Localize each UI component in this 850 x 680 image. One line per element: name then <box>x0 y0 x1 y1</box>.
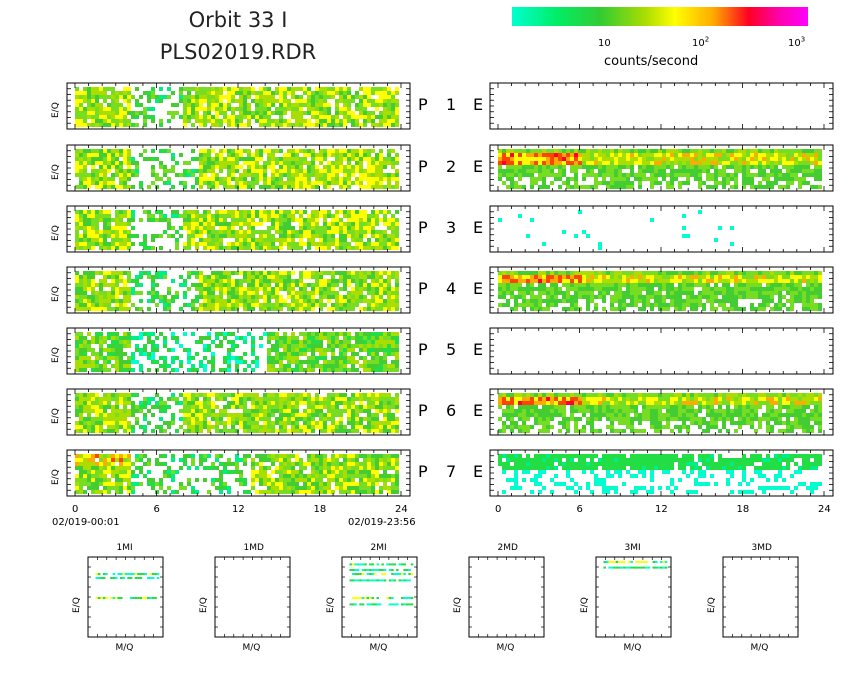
colorbar-tick-100: 102 <box>692 36 710 50</box>
time-end-label: 02/019-23:56 <box>348 517 416 528</box>
colorbar-unit-label: counts/second <box>604 54 699 69</box>
p-ylabel-3: E/Q <box>51 225 61 241</box>
p-panel-number-2: 2 <box>446 157 457 176</box>
p-spectrogram-5 <box>75 332 399 372</box>
e-spectrogram-6 <box>498 393 822 433</box>
mass-panel-title-2MD: 2MD <box>497 543 518 553</box>
p-ylabel-7: E/Q <box>51 469 61 485</box>
mass-panel-frame-3MI <box>595 556 672 638</box>
p-xtick-18: 18 <box>313 504 327 515</box>
mass-panel-title-1MD: 1MD <box>243 543 264 553</box>
e-panel-letter-4: E <box>473 279 484 298</box>
p-ylabel-1: E/Q <box>51 102 61 118</box>
p-ylabel-2: E/Q <box>51 164 61 180</box>
mass-xlabel-3MD: M/Q <box>750 643 769 653</box>
p-spectrogram-6 <box>75 393 399 433</box>
p-xtick-6: 6 <box>153 504 160 515</box>
e-panel-frame-1 <box>489 82 834 130</box>
mass-panel-frame-3MD <box>722 556 799 638</box>
p-ylabel-4: E/Q <box>51 286 61 302</box>
e-panel-letter-6: E <box>473 401 484 420</box>
mass-xlabel-3MI: M/Q <box>623 643 642 653</box>
p-ylabel-5: E/Q <box>51 347 61 363</box>
mass-panel-title-3MD: 3MD <box>751 543 772 553</box>
e-panel-letter-2: E <box>473 157 484 176</box>
p-spectrogram-3 <box>75 210 399 250</box>
colorbar <box>512 7 808 26</box>
mass-panel-title-1MI: 1MI <box>116 543 133 553</box>
colorbar-tick-10: 10 <box>598 38 611 49</box>
p-spectrogram-1 <box>75 87 399 127</box>
e-xtick-24: 24 <box>818 504 831 515</box>
e-xtick-0: 0 <box>495 504 502 515</box>
mass-ylabel-1MI: E/Q <box>72 597 82 613</box>
p-panel-letter-3: P <box>418 218 428 237</box>
p-spectrogram-2 <box>75 149 399 189</box>
title-line2: PLS02019.RDR <box>159 40 317 64</box>
p-panel-number-5: 5 <box>446 340 457 359</box>
title-line1: Orbit 33 I <box>188 8 288 32</box>
e-spectrogram-2 <box>498 149 822 189</box>
p-panel-letter-4: P <box>418 279 428 298</box>
mass-xlabel-1MD: M/Q <box>242 643 261 653</box>
e-spectrogram-4 <box>498 271 822 311</box>
mass-panel-3MI <box>603 561 668 569</box>
e-xtick-18: 18 <box>736 504 750 515</box>
p-panel-number-4: 4 <box>446 279 457 298</box>
e-panel-frame-3 <box>489 205 834 253</box>
e-spectrogram-7 <box>498 454 822 494</box>
p-spectrogram-4 <box>75 271 399 311</box>
p-xtick-12: 12 <box>232 504 245 515</box>
mass-xlabel-2MI: M/Q <box>369 643 388 653</box>
e-panel-letter-7: E <box>473 462 484 481</box>
p-panel-letter-7: P <box>418 462 428 481</box>
p-xtick-0: 0 <box>72 504 79 515</box>
mass-panel-title-2MI: 2MI <box>370 543 387 553</box>
mass-ylabel-3MD: E/Q <box>707 597 717 613</box>
mass-panel-frame-1MD <box>214 556 291 638</box>
mass-xlabel-2MD: M/Q <box>496 643 515 653</box>
mass-panel-frame-2MD <box>468 556 545 638</box>
colorbar-tick-1000: 103 <box>788 36 806 50</box>
mass-ylabel-2MI: E/Q <box>326 597 336 613</box>
e-xtick-6: 6 <box>576 504 583 515</box>
time-start-label: 02/019-00:01 <box>52 517 120 528</box>
e-panel-letter-5: E <box>473 340 484 359</box>
e-panel-letter-1: E <box>473 95 484 114</box>
p-panel-letter-1: P <box>418 95 428 114</box>
p-spectrogram-7 <box>75 454 399 494</box>
e-spectrogram-3 <box>498 210 734 250</box>
p-panel-letter-2: P <box>418 157 428 176</box>
p-panel-number-6: 6 <box>446 401 457 420</box>
e-xtick-12: 12 <box>655 504 668 515</box>
p-panel-number-7: 7 <box>446 462 457 481</box>
mass-xlabel-1MI: M/Q <box>115 643 134 653</box>
p-ylabel-6: E/Q <box>51 408 61 424</box>
p-panel-letter-6: P <box>418 401 428 420</box>
mass-panel-2MI <box>349 563 414 606</box>
mass-panel-title-3MI: 3MI <box>624 543 641 553</box>
mass-panel-1MI <box>95 573 160 599</box>
mass-ylabel-3MI: E/Q <box>580 597 590 613</box>
p-xtick-24: 24 <box>395 504 408 515</box>
e-panel-letter-3: E <box>473 218 484 237</box>
e-panel-frame-5 <box>489 327 834 375</box>
p-panel-number-1: 1 <box>446 95 457 114</box>
mass-ylabel-1MD: E/Q <box>199 597 209 613</box>
mass-ylabel-2MD: E/Q <box>453 597 463 613</box>
p-panel-number-3: 3 <box>446 218 457 237</box>
p-panel-letter-5: P <box>418 340 428 359</box>
